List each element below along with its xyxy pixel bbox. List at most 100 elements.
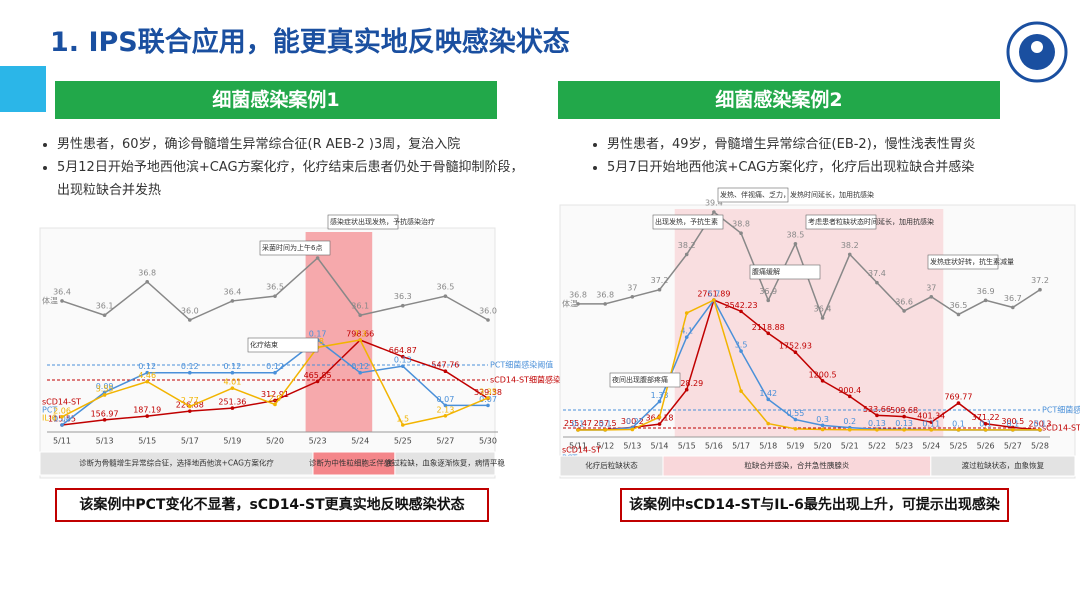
point	[956, 428, 961, 432]
point	[820, 379, 825, 383]
series-name: 体温	[562, 298, 578, 308]
point	[902, 428, 906, 432]
point	[820, 423, 825, 428]
point	[983, 298, 988, 303]
point	[929, 295, 934, 299]
highlight	[305, 232, 373, 432]
point	[145, 370, 149, 375]
x-tick-label: 5/20	[266, 437, 284, 446]
data-label: 1.33	[651, 391, 669, 400]
point	[712, 298, 716, 302]
x-tick-label: 5/12	[596, 442, 614, 451]
point	[875, 280, 879, 285]
series-name: sCD14-ST	[42, 398, 81, 407]
x-tick-label: 5/25	[949, 442, 967, 451]
point	[230, 299, 235, 303]
point	[188, 370, 192, 375]
bullet: 男性患者，60岁，确诊骨髓增生异常综合征(R AEB-2 )3周，复治入院	[57, 133, 527, 156]
point	[60, 414, 64, 419]
series-line	[578, 210, 1041, 321]
point	[1011, 305, 1015, 310]
data-label: 0.2	[843, 417, 856, 426]
point	[929, 428, 934, 432]
point	[820, 427, 825, 432]
series-name: sCD14-ST	[562, 446, 601, 455]
point	[1038, 428, 1042, 432]
point	[684, 311, 689, 315]
point	[145, 379, 149, 384]
data-label: 5.7	[708, 290, 721, 299]
conclusion: 该案例中sCD14-ST与IL-6最先出现上升，可提示出现感染	[620, 488, 1009, 522]
data-label: 533.66	[863, 405, 891, 414]
point	[793, 242, 798, 246]
point	[657, 422, 662, 426]
phase-label: 化疗后粒缺状态	[585, 460, 638, 470]
x-tick-label: 5/23	[309, 437, 327, 446]
x-tick-label: 5/15	[678, 442, 696, 451]
data-label: 2.77	[181, 396, 199, 405]
point	[739, 349, 743, 353]
point	[102, 313, 107, 318]
annotation-box	[652, 214, 724, 230]
annotation: 发热、伴视痛、乏力，发热时间延长，加用抗感染	[720, 190, 874, 199]
point	[657, 399, 662, 404]
point	[712, 210, 716, 214]
annotation: 化疗结束	[250, 340, 278, 349]
data-label: 1.42	[759, 389, 777, 398]
data-label: 39.4	[705, 199, 723, 208]
data-label: 0.1	[1006, 420, 1019, 429]
data-label: 0.12	[223, 362, 241, 371]
point	[145, 280, 149, 284]
data-label: 900.4	[838, 386, 861, 395]
point	[401, 303, 405, 308]
x-tick-label: 5/13	[96, 437, 114, 446]
threshold-label: PCT细菌感染阈值	[490, 360, 553, 370]
point	[102, 390, 107, 395]
point	[603, 302, 607, 306]
data-label: 509.68	[890, 406, 918, 415]
data-label: 300.2	[621, 417, 644, 426]
x-tick-label: 5/19	[223, 437, 241, 446]
bullets: 男性患者，49岁，骨髓增生异常综合征(EB-2)，慢性浅表性胃炎5月7日开始地西…	[585, 133, 1067, 179]
point	[60, 299, 64, 303]
highlight	[674, 209, 944, 437]
point	[847, 394, 852, 399]
data-label: 0.1	[979, 420, 992, 429]
point	[929, 420, 934, 424]
data-label: 0.1	[599, 420, 612, 429]
data-label: 7.3	[354, 330, 367, 339]
x-tick-label: 5/13	[623, 442, 641, 451]
data-label: 2761.89	[697, 290, 730, 299]
point	[1011, 428, 1015, 432]
point	[273, 402, 277, 407]
point	[847, 427, 852, 432]
point	[358, 313, 363, 318]
data-label: 0.13	[868, 419, 886, 428]
data-label: 36.7	[1004, 294, 1022, 303]
data-label: 0.2	[626, 417, 639, 426]
data-label: 0.07	[436, 395, 454, 404]
point	[684, 387, 689, 392]
data-label: 36.8	[569, 290, 587, 299]
data-label: 36.5	[950, 301, 968, 310]
x-tick-label: 5/23	[895, 442, 913, 451]
point	[956, 312, 961, 317]
data-label: 0.13	[895, 419, 913, 428]
data-label: 547.76	[431, 361, 459, 370]
conclusion: 该案例中PCT变化不显著，sCD14-ST更真实地反映感染状态	[55, 488, 489, 522]
data-label: 36.6	[895, 297, 913, 306]
data-label: 2.13	[436, 405, 454, 414]
point	[486, 403, 490, 408]
x-tick-label: 5/14	[651, 442, 669, 451]
point	[820, 316, 825, 320]
x-tick-label: 5/30	[479, 437, 497, 446]
data-label: 36.1	[96, 302, 114, 311]
data-label: 0.12	[181, 362, 199, 371]
data-label: 36.8	[596, 290, 614, 299]
data-label: 37.4	[868, 269, 886, 278]
data-label: 37	[926, 283, 936, 292]
slide-title: 1. IPS联合应用，能更真实地反映感染状态	[50, 27, 570, 58]
data-label: 664.87	[389, 346, 417, 355]
data-label: 0.09	[96, 382, 114, 391]
